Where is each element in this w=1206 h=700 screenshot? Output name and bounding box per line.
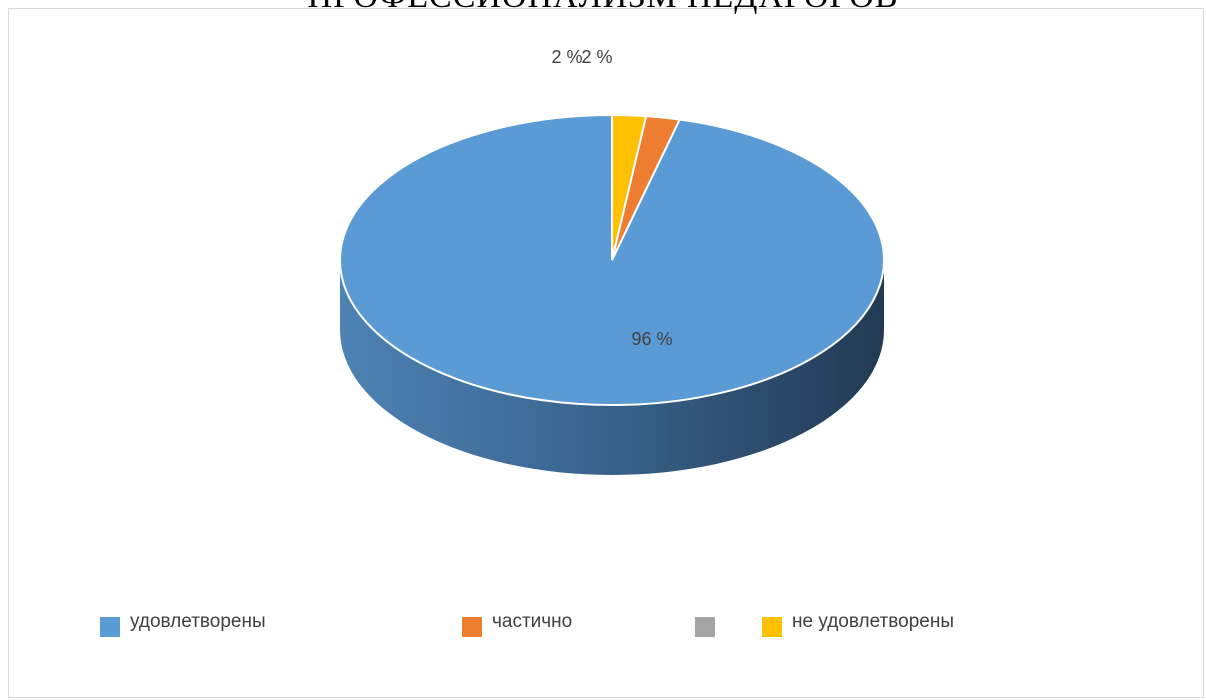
- legend-swatch-1: [100, 617, 120, 637]
- data-label-4: 2 %: [581, 47, 612, 67]
- legend-label-1: удовлетворены: [130, 611, 266, 632]
- legend-swatch-2: [462, 617, 482, 637]
- pie-slice-1: [339, 113, 885, 406]
- legend-swatch-4: [762, 617, 782, 637]
- legend-swatch-3: [695, 617, 715, 637]
- data-label-1: 96 %: [631, 329, 672, 349]
- data-label-2: 2 %: [551, 47, 582, 67]
- chart-title: ПРОФЕССИОНАЛИЗМ ПЕДАГОГОВ: [0, 0, 1206, 16]
- legend-label-2: частично: [492, 611, 572, 632]
- legend-label-4: не удовлетворены: [792, 611, 954, 632]
- pie-side-wall: [340, 260, 884, 475]
- pie-slice-4: [611, 113, 648, 261]
